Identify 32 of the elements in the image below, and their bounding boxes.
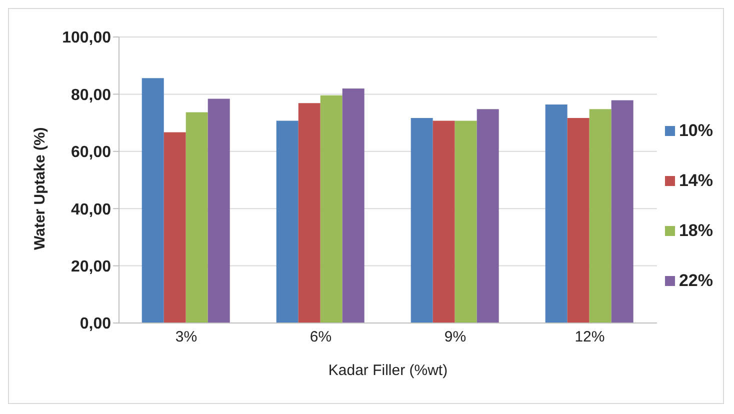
- bar: [298, 103, 320, 323]
- bar: [410, 118, 433, 323]
- x-tick-label: 3%: [175, 328, 198, 346]
- bar: [611, 100, 634, 323]
- bar: [589, 109, 612, 323]
- bar: [342, 88, 364, 323]
- legend-label: 22%: [678, 271, 713, 291]
- y-axis-title: Water Uptake (%): [31, 127, 48, 250]
- bar: [432, 120, 455, 323]
- bar: [164, 132, 186, 323]
- bar: [454, 120, 477, 323]
- y-tick-label: 60,00: [70, 144, 112, 162]
- x-tick-label: 12%: [574, 328, 605, 346]
- x-tick-label: 9%: [444, 328, 466, 346]
- bar: [567, 118, 590, 323]
- bar: [142, 78, 164, 323]
- x-axis-title: Kadar Filler (%wt): [328, 362, 448, 379]
- y-tick-label: 100,00: [62, 30, 112, 47]
- bar: [208, 98, 230, 323]
- legend-label: 10%: [678, 121, 713, 141]
- bar: [186, 112, 208, 323]
- y-tick-label: 0,00: [80, 316, 112, 333]
- bar: [476, 109, 499, 323]
- y-tick-label: 20,00: [70, 258, 112, 276]
- legend-label: 18%: [678, 221, 713, 241]
- y-tick-label: 80,00: [70, 86, 112, 104]
- bar: [545, 104, 568, 323]
- legend-label: 14%: [678, 171, 713, 191]
- bar: [276, 120, 298, 323]
- y-tick-label: 40,00: [70, 201, 112, 218]
- bar: [320, 95, 342, 323]
- x-tick-label: 6%: [310, 328, 332, 346]
